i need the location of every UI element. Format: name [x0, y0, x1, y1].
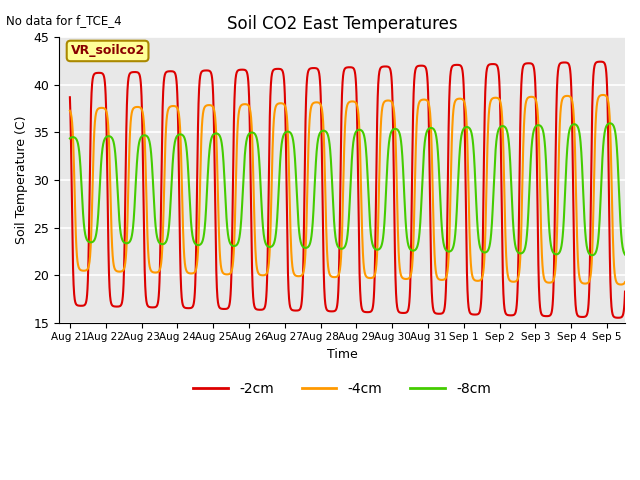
Text: VR_soilco2: VR_soilco2	[70, 45, 145, 58]
-2cm	[614, 315, 622, 321]
-4cm	[611, 266, 618, 272]
X-axis label: Time: Time	[326, 348, 358, 361]
-8cm	[621, 252, 629, 257]
Y-axis label: Soil Temperature (C): Soil Temperature (C)	[15, 116, 28, 244]
Line: -4cm: -4cm	[70, 95, 625, 285]
Line: -8cm: -8cm	[70, 123, 625, 255]
-2cm	[303, 79, 310, 85]
-8cm	[163, 239, 170, 244]
-2cm	[550, 249, 558, 254]
-4cm	[550, 275, 558, 280]
-8cm	[129, 223, 137, 228]
-8cm	[606, 120, 614, 126]
-4cm	[279, 101, 287, 107]
-2cm	[596, 59, 604, 64]
-8cm	[588, 252, 596, 258]
-8cm	[550, 251, 558, 256]
-8cm	[279, 135, 287, 141]
-2cm	[129, 69, 137, 75]
Title: Soil CO2 East Temperatures: Soil CO2 East Temperatures	[227, 15, 458, 33]
-4cm	[66, 108, 74, 114]
Legend: -2cm, -4cm, -8cm: -2cm, -4cm, -8cm	[188, 376, 497, 401]
-4cm	[599, 92, 607, 98]
-8cm	[611, 126, 618, 132]
Text: No data for f_TCE_4: No data for f_TCE_4	[6, 14, 122, 27]
Line: -2cm: -2cm	[70, 61, 625, 318]
-2cm	[621, 289, 629, 295]
-2cm	[163, 70, 170, 75]
-2cm	[611, 314, 618, 320]
-4cm	[129, 106, 137, 112]
-4cm	[303, 208, 310, 214]
-4cm	[617, 282, 625, 288]
-4cm	[621, 279, 629, 285]
-8cm	[66, 135, 74, 141]
-2cm	[66, 95, 74, 100]
-8cm	[303, 245, 310, 251]
-2cm	[279, 69, 287, 74]
-4cm	[163, 123, 170, 129]
